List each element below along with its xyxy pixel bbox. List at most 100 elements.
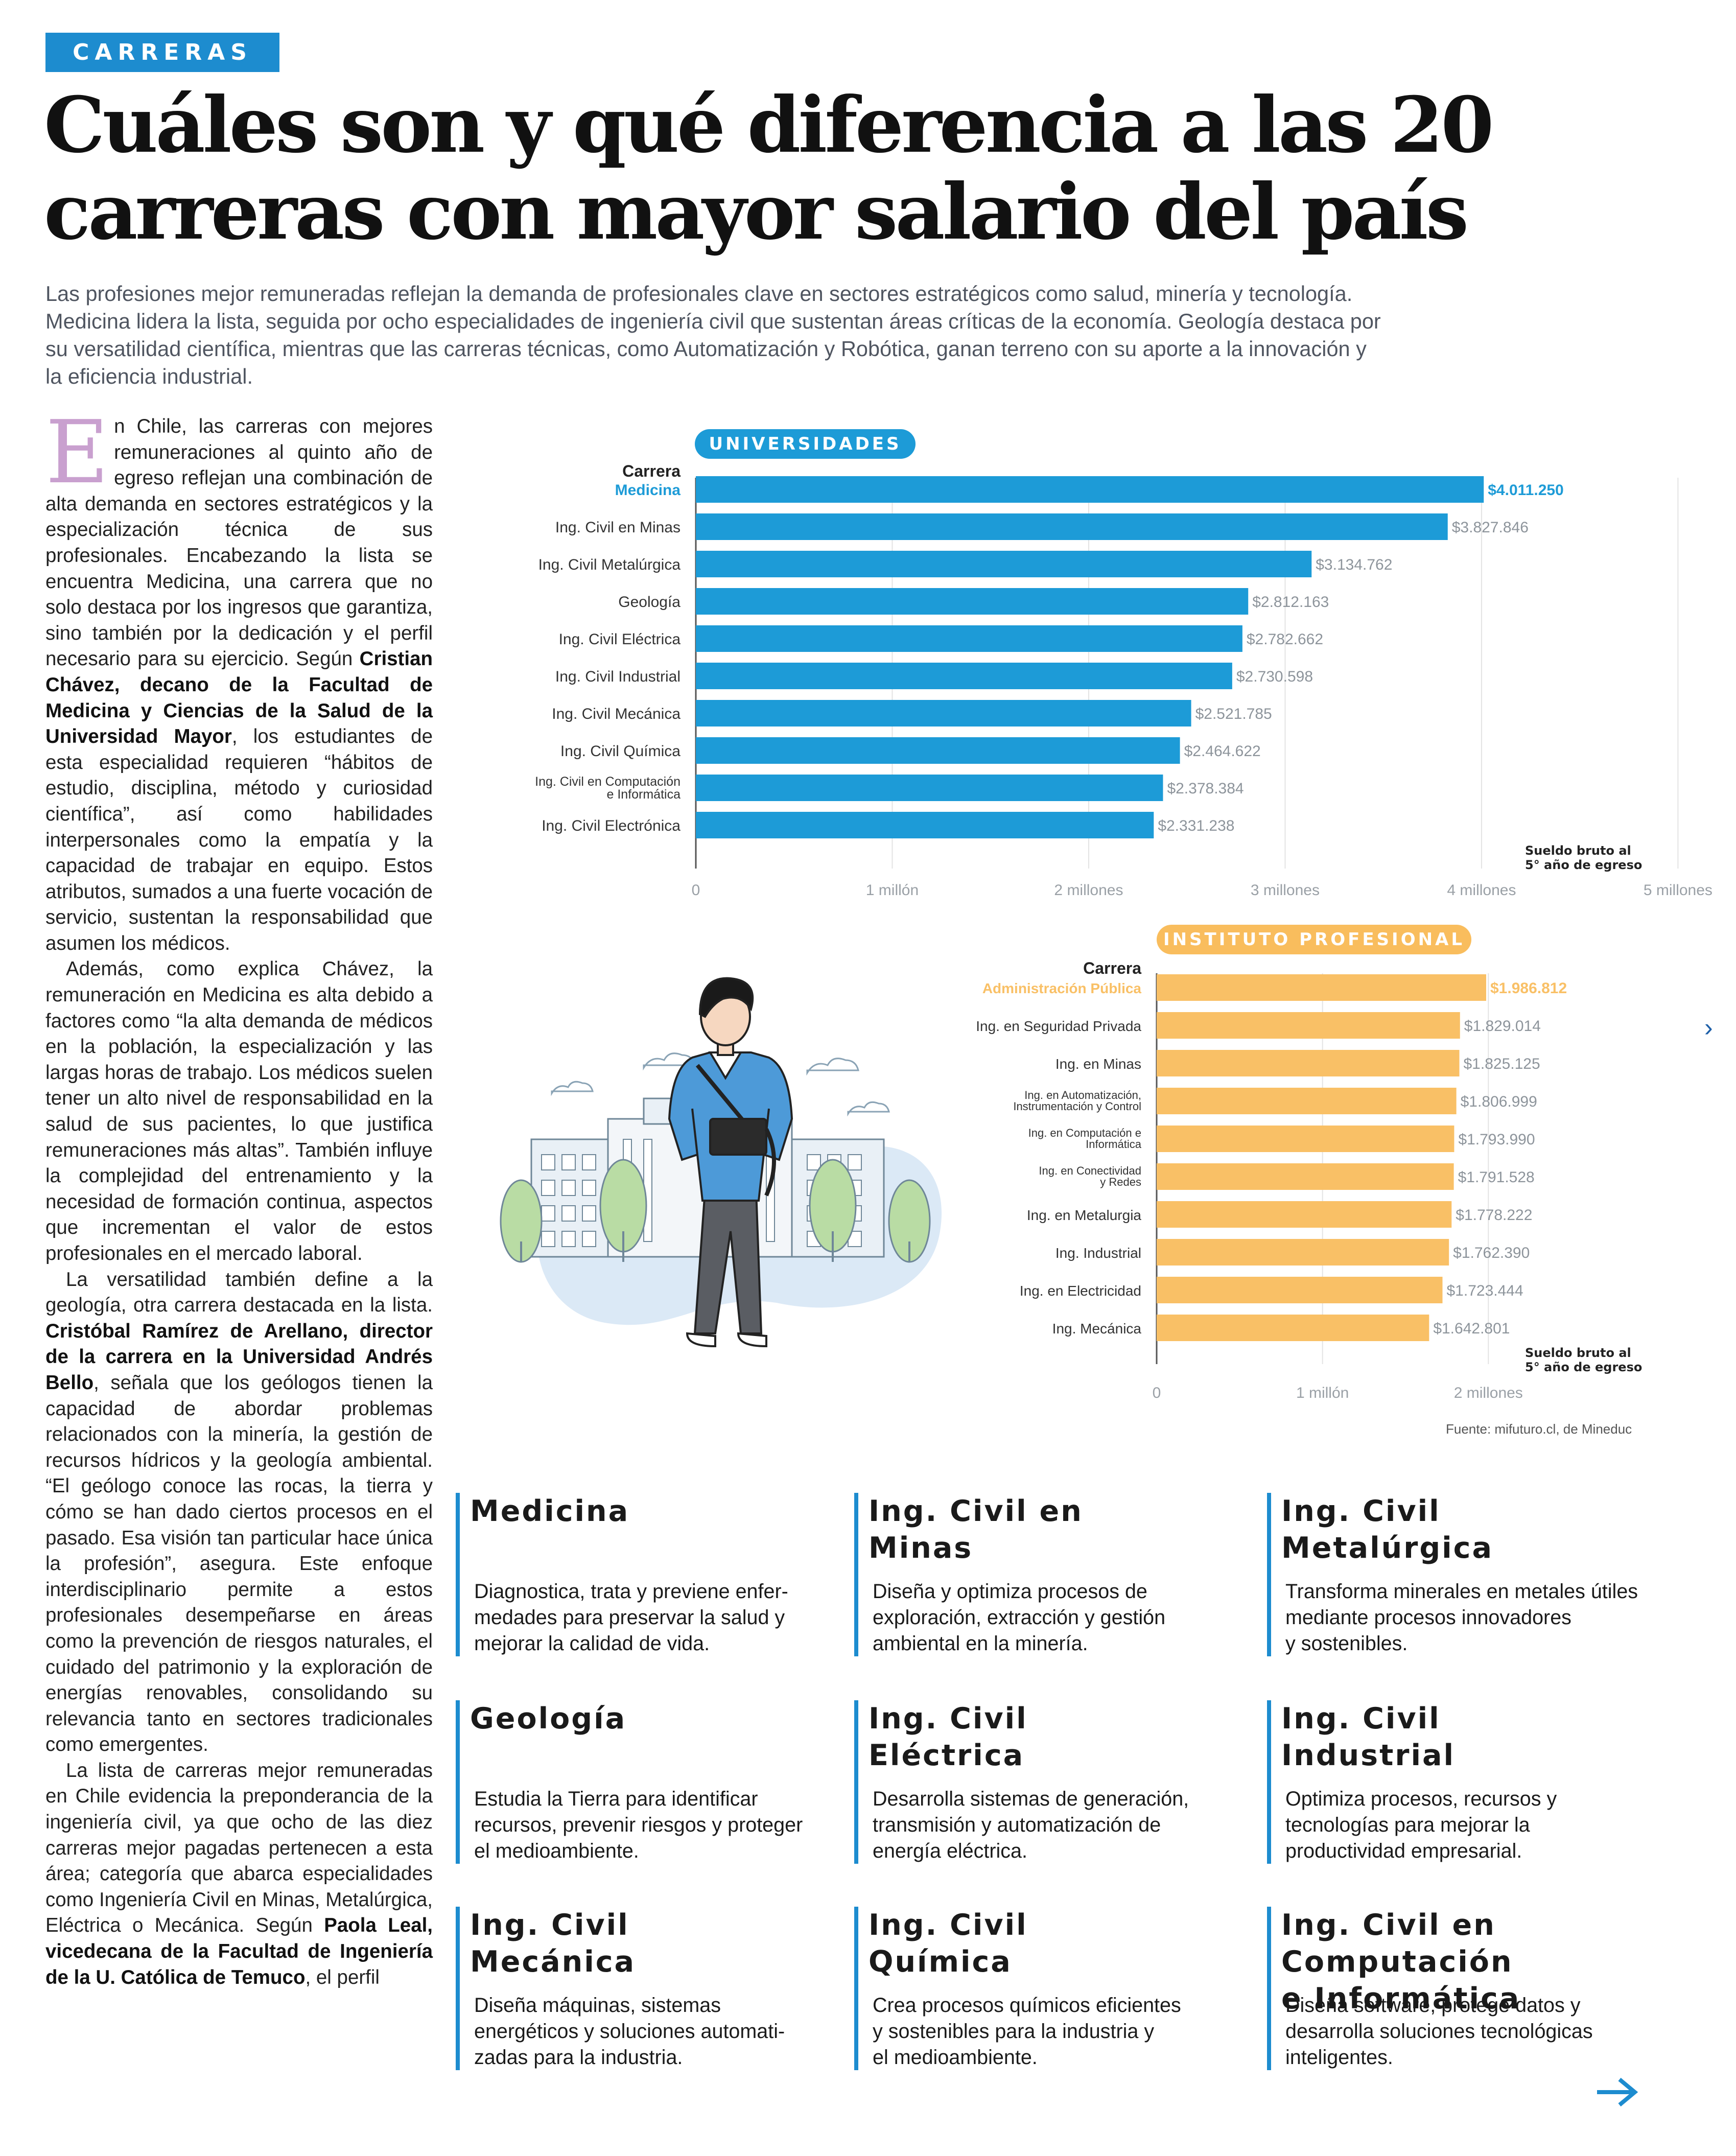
bar-value-label: $2.521.785	[1195, 706, 1272, 722]
bar-value-label: $1.806.999	[1461, 1093, 1537, 1110]
body-text: , señala que los geólogos tienen la capa…	[45, 1371, 433, 1756]
career-description: Optimiza procesos, recursos y tecnologías…	[1285, 1786, 1557, 1864]
bar-value-label: $2.730.598	[1236, 668, 1313, 685]
career-description-line: tecnologías para mejorar la	[1285, 1814, 1530, 1836]
category-label: Geología	[618, 594, 681, 611]
unit-note: 5° año de egreso	[1525, 858, 1642, 872]
career-title: Ing. Civil	[470, 1908, 629, 1942]
career-card: Ing. Civil Mecánica Diseña máquinas, siste…	[456, 1907, 879, 2070]
career-description-line: Optimiza procesos, recursos y	[1285, 1788, 1557, 1810]
career-description-line: el medioambiente.	[873, 2046, 1038, 2069]
body-text: , el perfil	[305, 1966, 380, 1988]
bar	[1157, 1239, 1449, 1266]
category-label: Ing. en Minas	[1055, 1056, 1141, 1072]
career-card: Ing. Civil Química Crea procesos químicos …	[854, 1907, 1277, 2070]
body-paragraph: La versatilidad también define a la geol…	[45, 1267, 433, 1758]
career-card: Medicina Diagnostica, trata y previene en…	[456, 1493, 879, 1656]
chart-title-instituto: INSTITUTO PROFESIONAL	[1157, 925, 1471, 954]
category-label: Ing. en Conectividad	[1039, 1164, 1141, 1177]
category-header: Carrera	[622, 462, 681, 480]
body-text: La lista de carreras mejor remuneradas e…	[45, 1759, 433, 1937]
career-description-line: transmisión y automatización de	[873, 1814, 1161, 1836]
bar	[696, 513, 1448, 540]
career-description-line: mediante procesos innovadores	[1285, 1606, 1571, 1629]
career-description: Estudia la Tierra para identificar recurs…	[474, 1786, 803, 1864]
career-description-line: desarrolla soluciones tecnológicas	[1285, 2020, 1593, 2043]
career-description-line: mejorar la calidad de vida.	[474, 1632, 710, 1655]
career-description-line: Transforma minerales en metales útiles	[1285, 1580, 1638, 1603]
career-description-line: energía eléctrica.	[873, 1840, 1028, 1862]
bar-value-label: $1.778.222	[1456, 1207, 1532, 1224]
category-header: Carrera	[1083, 959, 1141, 977]
category-label: Ing. en Automatización,	[1024, 1089, 1141, 1102]
career-card: Geología Estudia la Tierra para identific…	[456, 1700, 879, 1864]
category-label: Ing. en Computación e	[1028, 1127, 1141, 1139]
career-description-line: Desarrolla sistemas de generación,	[873, 1788, 1189, 1810]
x-tick-label: 1 millón	[1296, 1385, 1349, 1401]
bar	[696, 588, 1249, 615]
bar-value-label: $1.793.990	[1458, 1131, 1535, 1148]
chart-source: Fuente: mifuturo.cl, de Mineduc	[1446, 1421, 1632, 1437]
career-description-line: Diseña máquinas, sistemas	[474, 1994, 721, 2017]
category-label: Ing. en Seguridad Privada	[976, 1018, 1141, 1034]
x-tick-label: 0	[692, 882, 700, 899]
x-tick-label: 3 millones	[1251, 882, 1320, 899]
bar-value-label: $3.827.846	[1452, 519, 1529, 536]
bar-value-label: $4.011.250	[1488, 482, 1564, 499]
bar	[696, 812, 1154, 838]
dek-line: Las profesiones mejor remuneradas reflej…	[45, 282, 1353, 306]
career-title: Metalúrgica	[1281, 1531, 1493, 1565]
bar-value-label: $1.791.528	[1458, 1169, 1535, 1186]
career-description-line: y sostenibles.	[1285, 1632, 1408, 1655]
career-description: Diagnostica, trata y previene enfer-meda…	[474, 1579, 788, 1657]
category-label: Ing. en Metalurgia	[1027, 1207, 1142, 1223]
drop-cap: E	[45, 402, 109, 503]
category-label: Administración Pública	[982, 980, 1142, 996]
headline: Cuáles son y qué diferencia a las 20 car…	[44, 82, 1526, 255]
category-label: Informática	[1086, 1138, 1142, 1151]
career-title: Ing. Civil	[869, 1702, 1028, 1736]
bar	[1157, 1315, 1429, 1341]
quoted-source-name: Cristian Chávez, decano de la Facultad d…	[45, 648, 433, 748]
career-title: Ing. Civil en Computación	[1281, 1908, 1513, 1979]
category-label: Ing. en Electricidad	[1020, 1283, 1141, 1299]
career-title: Química	[869, 1945, 1012, 1979]
career-description-line: zadas para la industria.	[474, 2046, 683, 2069]
category-label: Ing. Mecánica	[1052, 1321, 1142, 1337]
career-description-line: exploración, extracción y gestión	[873, 1606, 1166, 1629]
category-label: Ing. Industrial	[1055, 1245, 1141, 1261]
bar-value-label: $1.829.014	[1464, 1018, 1541, 1035]
career-title: Eléctrica	[869, 1739, 1025, 1772]
bar	[696, 663, 1232, 689]
quoted-source-name: Paola Leal, vicedecana de la Facultad de…	[45, 1914, 433, 1988]
career-description-line: y sostenibles para la industria y	[873, 2020, 1155, 2043]
category-label: e Informática	[606, 787, 681, 802]
career-description-line: Estudia la Tierra para identificar	[474, 1788, 758, 1810]
category-label: Ing. Civil Eléctrica	[559, 631, 681, 648]
x-tick-label: 1 millón	[866, 882, 919, 899]
bar	[1157, 1201, 1452, 1228]
arrow-right-icon[interactable]	[1594, 2074, 1640, 2110]
career-description-line: recursos, prevenir riesgos y proteger	[474, 1814, 803, 1836]
chevron-right-icon[interactable]: ›	[1704, 1013, 1713, 1042]
career-description-line: ambiental en la minería.	[873, 1632, 1088, 1655]
bar-value-label: $1.986.812	[1490, 980, 1567, 997]
career-description: Desarrolla sistemas de generación, transm…	[873, 1786, 1189, 1864]
bar-value-label: $2.812.163	[1252, 594, 1329, 611]
career-description: Diseña máquinas, sistemas energéticos y s…	[474, 1993, 785, 2071]
bar-value-label: $1.762.390	[1453, 1245, 1530, 1261]
dek-line: la eficiencia industrial.	[45, 364, 253, 388]
career-description-line: Diagnostica, trata y previene enfer-	[474, 1580, 788, 1603]
bar	[1157, 1088, 1457, 1114]
bar-value-label: $2.464.622	[1184, 743, 1261, 760]
bar	[1157, 1163, 1454, 1190]
career-title: Ing. Civil	[869, 1908, 1028, 1942]
bar	[696, 700, 1191, 727]
career-title: Ing. Civil en	[869, 1494, 1083, 1528]
x-tick-label: 0	[1153, 1385, 1161, 1401]
career-title: Industrial	[1281, 1739, 1455, 1772]
career-title: e Informática	[1281, 1982, 1521, 2016]
dek: Las profesiones mejor remuneradas reflej…	[45, 280, 1655, 390]
bar	[1157, 1050, 1460, 1076]
